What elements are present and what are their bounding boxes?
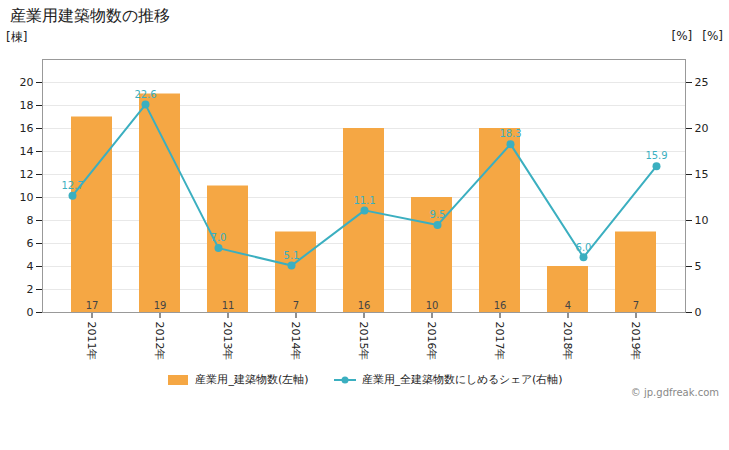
html-text:産業用_全建築物数にしめるシェア(右軸): 産業用_全建築物数にしめるシェア(右軸) xyxy=(361,373,563,386)
svg-text:9.5: 9.5 xyxy=(430,209,446,220)
svg-text:14: 14 xyxy=(20,145,34,158)
svg-text:0: 0 xyxy=(27,306,34,319)
svg-text:2012年: 2012年 xyxy=(153,322,166,361)
svg-text:6: 6 xyxy=(27,237,34,250)
svg-text:19: 19 xyxy=(154,300,167,311)
svg-text:7: 7 xyxy=(633,300,639,311)
svg-text:18.3: 18.3 xyxy=(499,128,521,139)
html-text:産業用_建築物数(左軸): 産業用_建築物数(左軸) xyxy=(195,373,309,386)
svg-text:16: 16 xyxy=(20,122,34,135)
html-text:[棟]: [棟] xyxy=(6,30,28,44)
svg-text:5: 5 xyxy=(695,260,702,273)
svg-text:17: 17 xyxy=(86,300,99,311)
svg-text:10: 10 xyxy=(20,191,34,204)
svg-text:7.0: 7.0 xyxy=(211,232,227,243)
svg-text:8: 8 xyxy=(27,214,34,227)
svg-text:11.1: 11.1 xyxy=(353,195,375,206)
svg-text:22.6: 22.6 xyxy=(134,89,156,100)
svg-text:15: 15 xyxy=(695,168,709,181)
svg-text:10: 10 xyxy=(695,214,709,227)
svg-text:12: 12 xyxy=(20,168,34,181)
svg-text:15.9: 15.9 xyxy=(645,150,667,161)
svg-text:5.1: 5.1 xyxy=(284,250,300,261)
svg-text:2013年: 2013年 xyxy=(221,322,234,361)
html-text:産業用建築物数の推移: 産業用建築物数の推移 xyxy=(10,6,170,25)
svg-text:20: 20 xyxy=(695,122,709,135)
svg-text:4: 4 xyxy=(565,300,571,311)
svg-text:6.0: 6.0 xyxy=(576,242,592,253)
svg-text:25: 25 xyxy=(695,76,709,89)
svg-text:2015年: 2015年 xyxy=(357,322,370,361)
svg-text:0: 0 xyxy=(695,306,702,319)
svg-text:16: 16 xyxy=(494,300,507,311)
svg-text:12.7: 12.7 xyxy=(61,180,83,191)
svg-text:20: 20 xyxy=(20,76,34,89)
svg-text:10: 10 xyxy=(426,300,439,311)
svg-text:2016年: 2016年 xyxy=(425,322,438,361)
svg-text:2019年: 2019年 xyxy=(629,322,642,361)
html-text:© jp.gdfreak.com: © jp.gdfreak.com xyxy=(630,387,719,398)
svg-text:2014年: 2014年 xyxy=(289,322,302,361)
svg-text:16: 16 xyxy=(358,300,371,311)
svg-text:2: 2 xyxy=(27,283,34,296)
svg-text:11: 11 xyxy=(222,300,235,311)
svg-text:2017年: 2017年 xyxy=(493,322,506,361)
svg-text:4: 4 xyxy=(27,260,34,273)
svg-text:2018年: 2018年 xyxy=(561,322,574,361)
svg-text:2011年: 2011年 xyxy=(85,322,98,361)
svg-text:18: 18 xyxy=(20,99,34,112)
svg-text:7: 7 xyxy=(293,300,299,311)
